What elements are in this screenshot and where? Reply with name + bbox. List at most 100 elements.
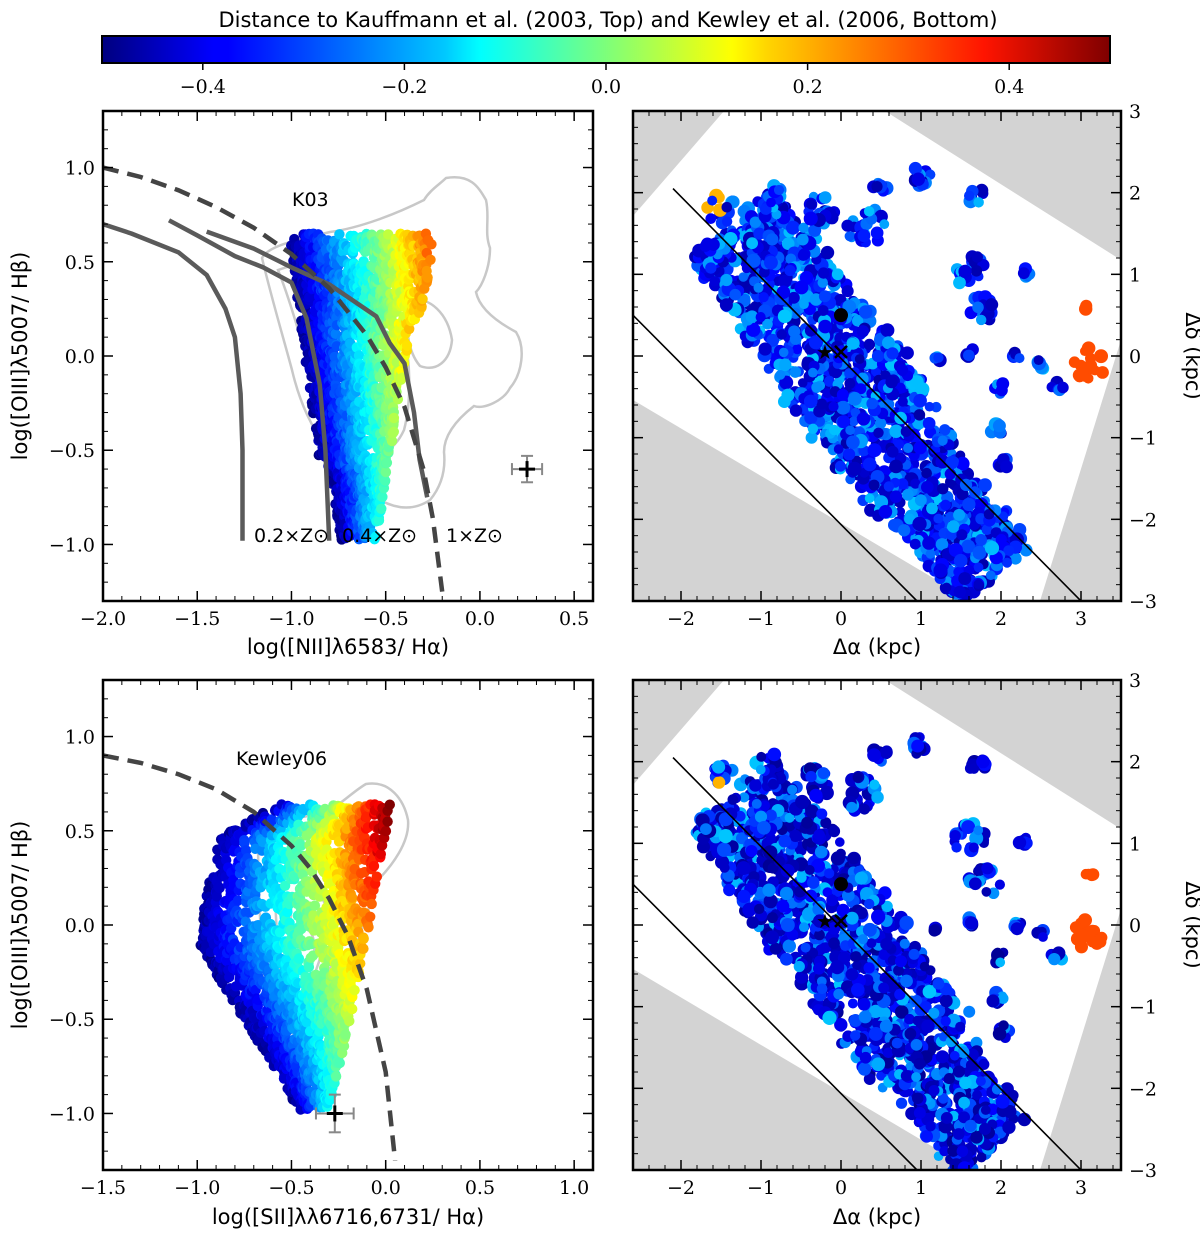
- map-spaxel: [729, 288, 741, 301]
- map-spaxel: [896, 364, 909, 376]
- k03-demarcation-line: [103, 165, 445, 592]
- spaxel-point: [417, 293, 428, 305]
- map-spaxel: [833, 444, 844, 454]
- map-spaxel: [854, 354, 865, 364]
- map-spaxel: [915, 382, 930, 397]
- spaxel-point: [370, 531, 381, 542]
- map-spaxel: [940, 499, 951, 511]
- map-spaxel: [889, 424, 903, 438]
- map-spaxel: [797, 249, 809, 261]
- map-markers: ★: [816, 308, 848, 364]
- metallicity-label-04: 0.4×Z⊙: [342, 525, 417, 547]
- metallicity-track: [103, 221, 245, 541]
- map-spaxel: [922, 417, 936, 430]
- map-spaxel: [755, 312, 766, 323]
- spaxel-point: [232, 895, 244, 906]
- x-tick-label: −2: [667, 608, 695, 630]
- map-spaxel: [796, 233, 809, 246]
- map-spaxel: [902, 488, 914, 501]
- map-spaxel: [1002, 557, 1013, 568]
- map-spaxel: [797, 378, 808, 388]
- map-spaxel: [925, 549, 936, 559]
- map-spaxel: [856, 325, 869, 338]
- map-spaxel: [933, 513, 944, 524]
- map-spaxel: [1096, 350, 1107, 361]
- spaxel-point: [303, 961, 315, 973]
- spaxel-point: [422, 272, 433, 283]
- map-spaxel: [921, 467, 932, 479]
- map-spaxel: [746, 253, 761, 268]
- map-spaxel: [807, 423, 819, 434]
- x-tick-label: −2.0: [80, 608, 126, 630]
- map-spaxel: [794, 280, 809, 295]
- map-spaxel: [985, 570, 996, 581]
- map-spaxel: [745, 310, 759, 323]
- map-spaxel: [848, 416, 859, 427]
- spaxel-point: [334, 229, 345, 240]
- map-spaxel: [753, 282, 764, 293]
- map-spaxel: [972, 545, 987, 560]
- map-spaxel: [824, 375, 835, 387]
- map-spaxel: [719, 298, 733, 312]
- map-spaxel: [879, 219, 890, 230]
- map-spaxel: [933, 563, 948, 578]
- map-spaxel: [705, 262, 717, 274]
- map-spaxel: [778, 358, 792, 372]
- map-spaxel: [886, 347, 899, 360]
- x-tick-label: 3: [1075, 608, 1087, 630]
- map-spaxel: [778, 274, 792, 288]
- map-spaxel: [709, 276, 720, 287]
- error-bar: [510, 454, 544, 484]
- map-spaxel: [792, 344, 803, 355]
- map-spaxel: [897, 396, 908, 407]
- map-spaxel: [883, 481, 895, 492]
- map-spaxel: [803, 394, 818, 409]
- map-spaxel: [784, 265, 796, 277]
- map-spaxel: [955, 456, 970, 471]
- map-spaxel: [805, 431, 818, 444]
- map-spaxel: [866, 397, 878, 410]
- map-spaxel: [970, 265, 983, 277]
- map-spaxel: [894, 439, 905, 450]
- spaxel-point: [274, 927, 286, 938]
- map-spaxel: [939, 424, 951, 436]
- map-spaxel: [811, 381, 823, 393]
- slit-outline: [633, 188, 1083, 601]
- map-spaxel: [953, 508, 966, 521]
- map-spaxel: [883, 399, 895, 410]
- x-tick-label: 0.5: [559, 608, 589, 630]
- map-spaxel: [904, 513, 916, 525]
- spaxel-point: [383, 229, 394, 240]
- map-spaxel: [882, 336, 895, 350]
- map-spaxel: [1000, 460, 1013, 474]
- map-spaxel: [836, 400, 851, 415]
- map-spaxel: [804, 324, 818, 337]
- map-spaxel: [913, 441, 927, 455]
- x-tick-label: −1.0: [268, 608, 314, 630]
- map-spaxel: [808, 367, 818, 378]
- map-spaxel: [897, 524, 911, 537]
- map-spaxel: [818, 290, 831, 303]
- map-spaxel: [886, 445, 899, 458]
- map-spaxel: [889, 490, 903, 503]
- spaxel-point: [295, 840, 307, 851]
- map-spaxel: [908, 161, 922, 176]
- map-spaxel: [746, 322, 761, 337]
- map-spaxel: [926, 502, 938, 515]
- map-spaxel: [973, 197, 984, 208]
- map-spaxel: [871, 350, 885, 363]
- map-spaxel: [889, 459, 903, 474]
- spaxel-point: [380, 466, 392, 478]
- spaxel-point: [425, 254, 436, 265]
- map-spaxel: [818, 191, 832, 204]
- map-spaxel: [852, 315, 864, 327]
- map-spaxel: [910, 478, 921, 489]
- map-spaxel: [758, 342, 772, 356]
- map-spaxel: [971, 251, 983, 263]
- map-spaxel: [773, 184, 785, 196]
- map-spaxel: [924, 401, 935, 412]
- map-spaxel: [847, 461, 862, 476]
- map-spaxel: [766, 333, 780, 347]
- spaxel-points: [286, 228, 437, 545]
- map-spaxel: [707, 195, 718, 206]
